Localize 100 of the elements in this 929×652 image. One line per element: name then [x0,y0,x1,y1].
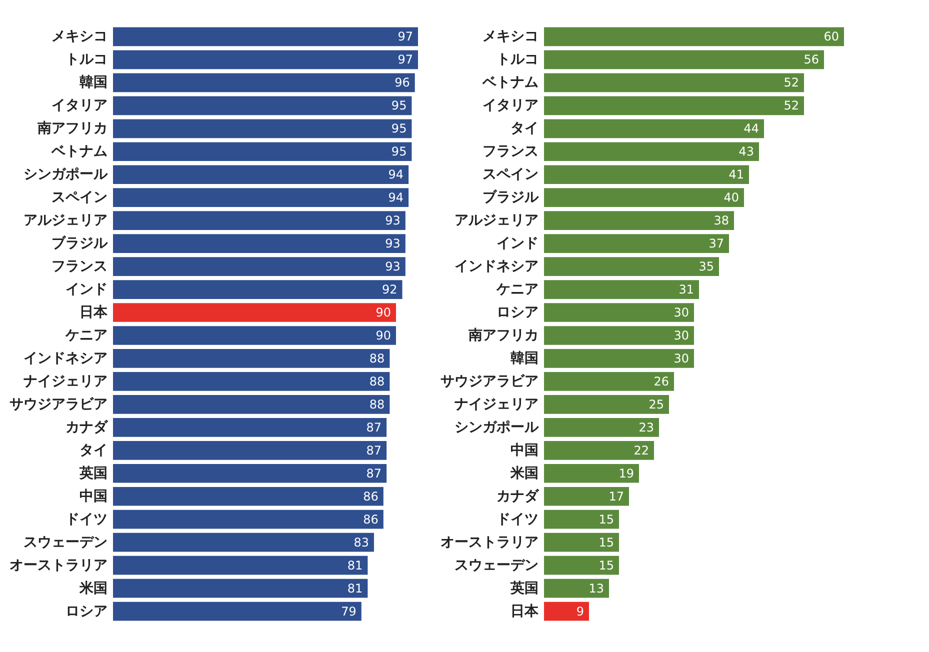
bar [544,440,654,460]
bar [113,27,418,46]
y-tick-label: スペイン [482,166,538,183]
data-label: 35 [698,260,714,274]
y-tick-label: 南アフリカ [468,327,538,344]
y-tick-label: ベトナム [482,74,538,91]
bar [113,211,406,230]
bar [113,349,390,368]
data-label: 95 [391,98,407,113]
data-label: 88 [369,397,385,412]
y-tick-label: 英国 [78,465,108,482]
bar [544,280,699,299]
y-tick-label: ドイツ [66,511,108,528]
y-tick-label: 英国 [510,580,538,596]
data-label: 44 [744,122,759,136]
data-label: 90 [376,328,391,342]
bar [113,234,406,253]
data-label: 88 [369,351,385,366]
data-label: 23 [638,420,654,434]
data-label: 30 [674,306,689,320]
data-label: 87 [366,443,382,458]
y-tick-label: トルコ [66,52,108,68]
y-tick-label: サウジアラビア [10,396,108,412]
y-tick-label: ブラジル [52,234,108,252]
bar [113,602,362,621]
bar [544,257,719,276]
data-label: 88 [369,374,385,388]
bar [544,532,619,552]
y-tick-label: 韓国 [510,350,538,366]
bar [113,303,396,322]
y-tick-label: フランス [52,258,108,275]
y-tick-label: ケニア [64,327,108,344]
bar [113,119,412,138]
data-label: 93 [385,214,400,228]
bar [544,372,674,391]
data-label: 87 [366,466,382,480]
data-label: 22 [634,443,649,458]
y-tick-label: インドネシア [454,258,538,275]
data-label: 38 [714,214,729,228]
bar [113,280,402,299]
bar [113,486,384,506]
data-label: 15 [598,535,614,550]
bar [544,464,639,483]
y-tick-label: ベトナム [50,144,108,160]
data-label: 94 [388,190,404,205]
bar [113,188,409,208]
y-tick-label: シンガポール [24,166,108,183]
data-label: 30 [674,351,689,366]
y-tick-label: ケニア [496,282,538,298]
bar [544,50,824,70]
y-tick-label: ドイツ [496,511,538,528]
data-label: 13 [588,581,604,596]
y-tick-label: オーストラリア [440,534,538,550]
bar [544,602,589,621]
bar [544,395,669,414]
bar [113,165,409,184]
data-label: 25 [648,397,664,412]
data-label: 15 [598,558,614,572]
y-tick-label: フランス [482,144,538,160]
y-tick-label: トルコ [496,52,538,68]
bar [544,73,804,92]
data-label: 86 [363,489,378,504]
data-label: 9 [576,604,584,618]
data-label: 86 [363,512,378,526]
data-label: 87 [366,420,382,434]
bar [544,510,619,529]
data-label: 37 [708,236,724,251]
bar [544,578,609,598]
y-tick-label: ロシア [496,304,538,321]
data-label: 95 [391,144,407,159]
y-tick-label: 韓国 [80,74,108,91]
y-tick-label: オーストラリア [10,557,108,574]
bar [544,188,744,208]
y-tick-label: タイ [80,442,108,458]
bar [113,395,390,414]
data-label: 17 [608,489,624,504]
bar [544,556,619,575]
data-label: 52 [784,98,799,113]
y-tick-label: イタリア [52,98,108,114]
bar [113,73,415,92]
y-tick-label: イタリア [482,98,538,114]
bar [544,326,694,345]
y-tick-label: カナダ [66,419,108,436]
bar [113,464,387,483]
bar [544,211,734,230]
bar [113,440,387,460]
y-tick-label: 米国 [510,465,538,482]
y-tick-label: ロシア [66,603,108,620]
y-tick-label: アルジェリア [24,212,108,229]
data-label: 81 [347,558,363,572]
y-tick-label: インド [66,282,108,298]
bar [544,142,759,162]
data-label: 41 [728,168,744,182]
data-label: 81 [347,581,363,596]
y-tick-label: アルジェリア [454,212,538,229]
data-label: 93 [385,236,400,251]
y-tick-label: タイ [510,120,538,137]
y-tick-label: 南アフリカ [36,120,108,137]
bar [113,372,390,391]
data-label: 40 [724,190,739,205]
